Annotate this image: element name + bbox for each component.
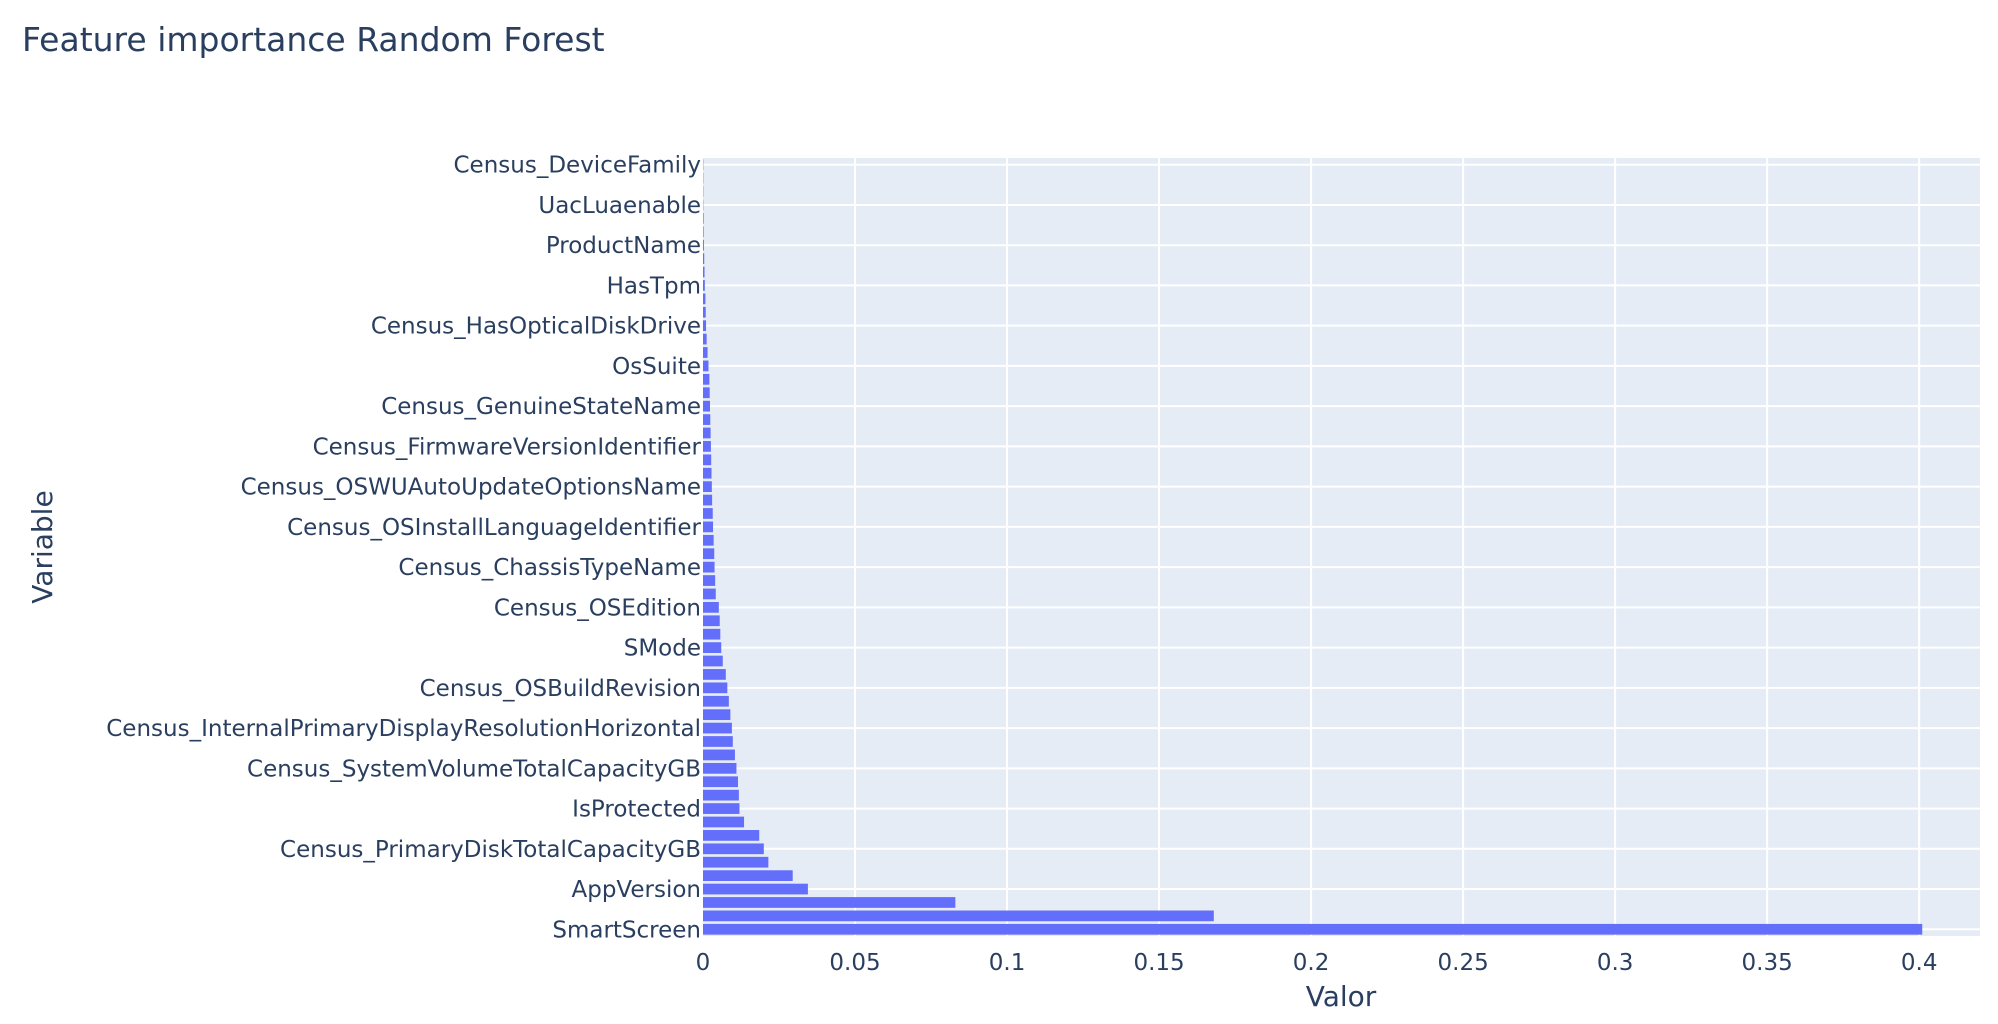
y-axis-title: Variable bbox=[26, 490, 59, 603]
bar bbox=[703, 601, 719, 613]
bar bbox=[703, 521, 714, 533]
y-tick-label: Census_OSWUAutoUpdateOptionsName bbox=[241, 475, 701, 501]
bar bbox=[703, 212, 704, 224]
bar bbox=[703, 588, 716, 600]
bar bbox=[703, 333, 707, 345]
bar bbox=[703, 762, 737, 774]
bar bbox=[703, 347, 708, 358]
y-tick-label: Census_HasOpticalDiskDrive bbox=[371, 314, 701, 340]
bar bbox=[703, 508, 713, 519]
bars bbox=[703, 159, 1923, 935]
bar bbox=[703, 749, 735, 761]
x-tick-label: 0.35 bbox=[1742, 950, 1793, 976]
bar bbox=[703, 669, 726, 680]
bar bbox=[703, 628, 721, 640]
y-tick-label: Census_FirmwareVersionIdentifier bbox=[313, 434, 702, 460]
bar bbox=[703, 789, 739, 801]
bar bbox=[703, 695, 729, 707]
bar bbox=[703, 253, 705, 264]
bar bbox=[703, 441, 711, 452]
bar bbox=[703, 280, 705, 291]
x-tick-label: 0 bbox=[696, 950, 711, 976]
bar bbox=[703, 360, 709, 372]
x-tick-label: 0.4 bbox=[1901, 950, 1938, 976]
bar bbox=[703, 575, 716, 586]
bar bbox=[703, 655, 723, 667]
chart-title: Feature importance Random Forest bbox=[22, 20, 605, 59]
bar bbox=[703, 816, 745, 828]
bar bbox=[703, 534, 714, 546]
bar bbox=[703, 454, 712, 466]
bar bbox=[703, 400, 710, 412]
plot-background bbox=[703, 158, 1980, 936]
x-tick-label: 0.2 bbox=[1293, 950, 1330, 976]
y-tick-label: OsSuite bbox=[612, 354, 701, 380]
bar bbox=[703, 561, 715, 573]
y-tick-label: ProductName bbox=[546, 233, 701, 259]
bar bbox=[703, 897, 956, 908]
bar bbox=[703, 709, 731, 721]
bar bbox=[703, 414, 711, 425]
bar bbox=[703, 494, 713, 506]
bar bbox=[703, 226, 704, 238]
bar bbox=[703, 387, 710, 399]
bar bbox=[703, 615, 720, 627]
bar bbox=[703, 830, 760, 841]
y-tick-label: Census_OSInstallLanguageIdentifier bbox=[287, 515, 701, 541]
bar bbox=[703, 870, 793, 882]
bar bbox=[703, 306, 706, 318]
bar bbox=[703, 910, 1214, 922]
bar bbox=[703, 293, 706, 305]
y-tick-label: Census_InternalPrimaryDisplayResolutionH… bbox=[106, 716, 701, 742]
x-tick-label: 0.25 bbox=[1438, 950, 1489, 976]
y-tick-label: Census_DeviceFamily bbox=[454, 153, 702, 179]
y-tick-label: UacLuaenable bbox=[538, 193, 701, 219]
bar bbox=[703, 239, 704, 251]
y-tick-label: Census_PrimaryDiskTotalCapacityGB bbox=[280, 837, 701, 863]
y-tick-label: Census_ChassisTypeName bbox=[398, 555, 701, 581]
bar bbox=[703, 856, 769, 868]
bar bbox=[703, 883, 808, 895]
bar bbox=[703, 682, 728, 694]
y-tick-label: HasTpm bbox=[607, 273, 701, 299]
bar bbox=[703, 373, 710, 385]
y-tick-label: Census_OSEdition bbox=[494, 595, 701, 621]
y-tick-label: Census_OSBuildRevision bbox=[420, 676, 701, 702]
bar bbox=[703, 736, 733, 747]
bar bbox=[703, 266, 705, 278]
x-tick-label: 0.1 bbox=[989, 950, 1026, 976]
y-tick-label: IsProtected bbox=[572, 797, 701, 823]
x-tick-label: 0.15 bbox=[1133, 950, 1184, 976]
bar bbox=[703, 320, 707, 332]
y-tick-label: SmartScreen bbox=[552, 917, 701, 943]
y-axis-tick-labels: SmartScreen AppVersion Census_PrimaryDiskT… bbox=[106, 153, 701, 944]
y-tick-label: Census_GenuineStateName bbox=[381, 394, 701, 420]
bar bbox=[703, 467, 712, 479]
bar bbox=[703, 843, 764, 855]
bar bbox=[703, 776, 738, 788]
y-tick-label: SMode bbox=[624, 636, 701, 662]
bar bbox=[703, 803, 740, 814]
x-axis-tick-labels: 0 0.05 0.1 0.15 0.2 0.25 0.3 0.35 0.4 bbox=[696, 950, 1938, 976]
bar bbox=[703, 427, 711, 439]
bar bbox=[703, 548, 715, 560]
x-tick-label: 0.3 bbox=[1597, 950, 1634, 976]
y-tick-label: AppVersion bbox=[571, 877, 701, 903]
bar bbox=[703, 923, 1923, 935]
bar bbox=[703, 642, 722, 653]
bar bbox=[703, 481, 712, 493]
y-tick-label: Census_SystemVolumeTotalCapacityGB bbox=[247, 756, 701, 782]
x-axis-title: Valor bbox=[1306, 980, 1377, 1013]
x-tick-label: 0.05 bbox=[829, 950, 880, 976]
bar bbox=[703, 722, 732, 734]
